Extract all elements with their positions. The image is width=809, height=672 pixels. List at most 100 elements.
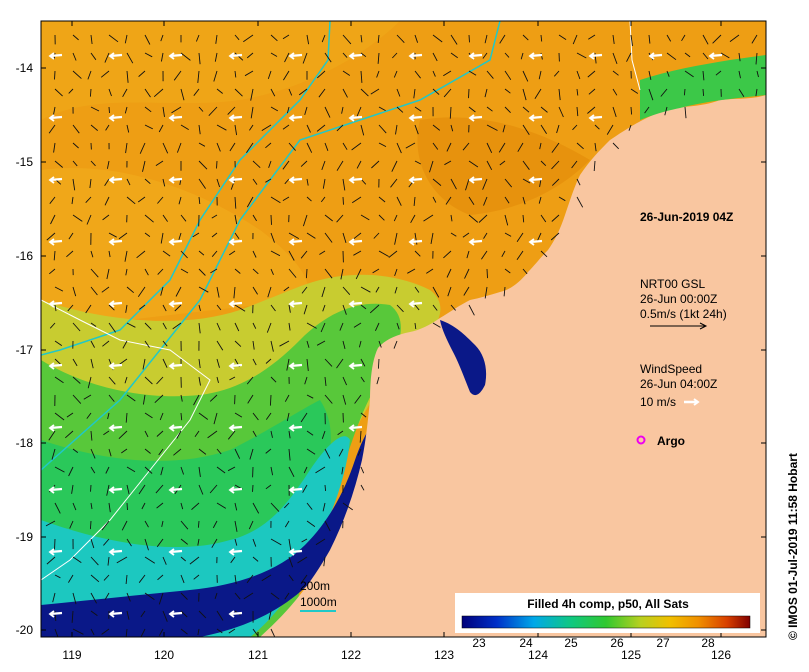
wind-arrowhead	[648, 52, 655, 60]
colorbar-tick-label: 25	[564, 636, 578, 650]
current-arrow	[106, 160, 110, 169]
current-arrow	[432, 142, 439, 150]
current-arrow	[252, 286, 258, 295]
current-arrow	[54, 286, 64, 292]
current-arrow	[270, 376, 277, 383]
current-arrow	[378, 196, 386, 203]
plot-frame	[40, 20, 767, 638]
current-arrow	[486, 142, 493, 153]
current-arrow	[197, 70, 200, 83]
current-arrow	[124, 376, 128, 384]
wind-arrowhead	[288, 176, 295, 184]
contour-1000m-label: 1000m	[300, 595, 337, 609]
current-arrow	[538, 196, 542, 204]
wind-arrowhead	[468, 52, 475, 60]
wind-arrow	[469, 239, 483, 244]
current-arrow	[288, 430, 291, 439]
current-arrow	[414, 70, 421, 79]
current-arrow	[216, 178, 221, 188]
current-arrow	[72, 142, 79, 149]
wind-arrowhead	[108, 486, 115, 494]
current-arrow	[252, 538, 257, 547]
current-arrow	[261, 124, 272, 131]
current-arrow	[432, 304, 438, 311]
current-arrow	[213, 412, 218, 425]
current-arrow	[156, 376, 164, 385]
current-arrow	[144, 178, 151, 185]
current-arrow	[125, 628, 128, 637]
current-arrow	[270, 502, 280, 512]
current-arrow	[284, 178, 290, 185]
current-arrow	[396, 88, 401, 97]
current-arrow	[324, 268, 333, 279]
current-arrow	[504, 70, 512, 80]
current-arrow	[270, 34, 278, 42]
wind-scale: 10 m/s	[640, 395, 676, 409]
current-arrow	[371, 160, 380, 169]
current-arrow	[246, 574, 254, 584]
current-arrow	[306, 430, 314, 436]
wind-arrow	[169, 487, 183, 492]
current-arrow	[388, 250, 398, 258]
wind-arrow	[289, 239, 303, 244]
current-arrow	[282, 160, 290, 170]
current-arrow	[318, 88, 326, 98]
current-arrow	[229, 250, 236, 256]
current-scale: 0.5m/s (1kt 24h)	[640, 307, 727, 321]
wind-arrow	[469, 53, 483, 58]
current-arrow	[342, 178, 346, 191]
current-arrow	[288, 574, 294, 582]
current-arrow	[265, 178, 272, 183]
colorbar-tick-label: 24	[519, 636, 533, 650]
current-arrow	[630, 88, 639, 94]
current-arrow	[288, 538, 292, 550]
current-arrow	[214, 52, 218, 62]
current-arrow	[216, 610, 224, 621]
current-arrow	[306, 340, 310, 348]
current-arrow	[571, 160, 578, 169]
wind-arrow	[169, 301, 183, 306]
current-arrow	[234, 412, 243, 418]
current-arrow	[468, 196, 475, 206]
wind-arrow	[229, 239, 243, 244]
contour-200m-label: 200m	[300, 579, 330, 593]
wind-arrowhead	[408, 52, 415, 60]
current-arrow	[103, 574, 110, 581]
current-arrow	[522, 88, 527, 101]
x-tick-label: 123	[434, 648, 454, 662]
current-arrow	[214, 592, 218, 599]
current-arrow	[72, 34, 79, 41]
current-arrow	[162, 304, 167, 312]
current-arrow	[208, 106, 218, 117]
current-arrow	[576, 88, 579, 96]
current-arrow	[261, 574, 272, 582]
wind-arrowhead	[168, 176, 175, 184]
current-arrow	[626, 52, 632, 62]
current-arrow	[216, 322, 221, 331]
current-arrow	[702, 70, 705, 81]
current-arrow	[351, 196, 362, 204]
current-arrow	[180, 520, 189, 530]
current-arrow	[504, 178, 513, 188]
wind-arrow	[409, 115, 423, 120]
current-arrow	[684, 70, 694, 78]
current-arrow	[162, 142, 169, 154]
current-arrow	[374, 322, 380, 331]
x-tick-label: 120	[154, 648, 174, 662]
current-arrow	[180, 574, 185, 584]
wind-arrowhead	[288, 52, 295, 60]
current-arrow	[606, 124, 614, 135]
current-arrow	[126, 70, 129, 83]
current-arrow	[162, 250, 171, 257]
current-arrow	[234, 268, 241, 274]
current-arrow	[360, 412, 367, 418]
current-arrow	[53, 142, 56, 153]
current-arrow	[54, 574, 61, 579]
current-arrow	[316, 124, 326, 132]
current-arrow	[587, 106, 596, 114]
wind-arrowhead	[168, 300, 175, 308]
colorbar-tick-label: 27	[656, 636, 670, 650]
current-arrow	[306, 34, 310, 45]
current-arrow	[450, 52, 458, 59]
